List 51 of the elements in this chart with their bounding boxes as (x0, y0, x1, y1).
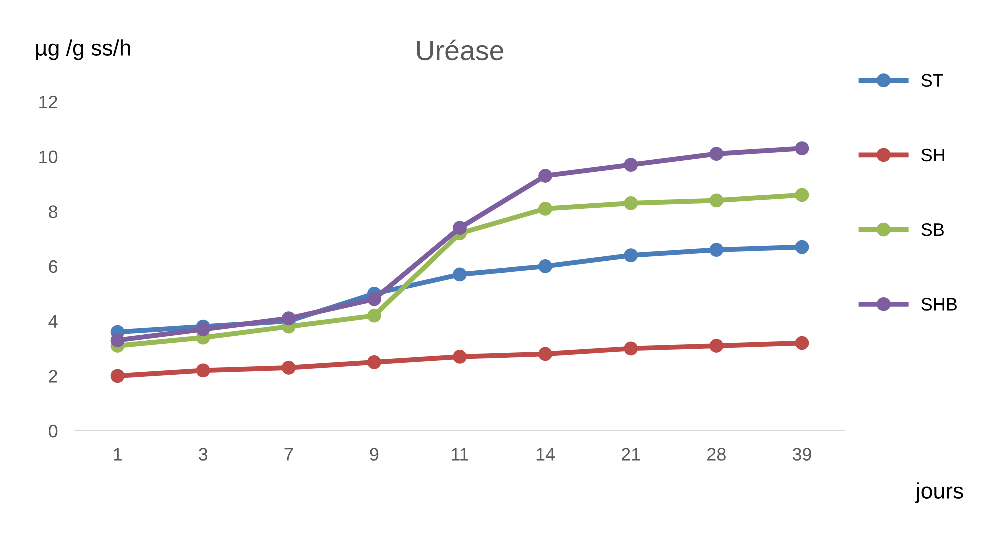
point (196, 364, 210, 378)
x-tick-label: 39 (792, 448, 812, 461)
point (710, 194, 724, 208)
point (368, 308, 382, 323)
point (624, 158, 638, 172)
legend-label: SH (922, 148, 944, 162)
y-tick-label: 8 (49, 206, 58, 218)
point (368, 356, 382, 370)
point (624, 248, 638, 262)
legend-label: ST (922, 74, 944, 88)
point (624, 342, 638, 356)
y-tick-label: 6 (49, 260, 58, 274)
point (282, 360, 296, 375)
point (538, 202, 552, 216)
point (538, 347, 552, 362)
point (795, 240, 810, 254)
legend-label: SB (922, 223, 944, 236)
x-tick-label: 3 (199, 448, 208, 461)
point (795, 188, 810, 202)
y-tick-label: 0 (49, 424, 58, 438)
x-tick-label: 11 (452, 448, 468, 461)
x-tick-label: 28 (708, 448, 726, 461)
y-tick-label: 2 (49, 370, 58, 383)
point (110, 369, 125, 384)
point (282, 312, 296, 326)
point (538, 169, 552, 183)
x-tick-label: 7 (284, 448, 294, 461)
x-tick-label: 1 (114, 448, 122, 461)
point (453, 350, 467, 364)
point (453, 268, 467, 282)
point (710, 339, 724, 353)
x-tick-label: 9 (370, 448, 379, 461)
y-tick-label: 10 (40, 150, 58, 164)
x-axis-title: jours (915, 482, 964, 504)
point (710, 147, 724, 162)
point (795, 142, 810, 156)
x-tick-label: 21 (622, 448, 640, 461)
point (368, 292, 382, 306)
point (624, 196, 638, 210)
point (110, 334, 125, 348)
point (710, 243, 724, 257)
chart-title: Uréase (417, 40, 504, 61)
y-axis-title: µg /g ss/h (36, 40, 130, 60)
x-tick-label: 14 (536, 448, 556, 461)
y-tick-label: 4 (48, 315, 58, 328)
point (196, 322, 210, 337)
point (538, 260, 552, 274)
point (453, 221, 467, 236)
point (795, 336, 810, 350)
y-tick-label: 12 (40, 96, 58, 109)
legend-label: SHB (922, 298, 958, 311)
